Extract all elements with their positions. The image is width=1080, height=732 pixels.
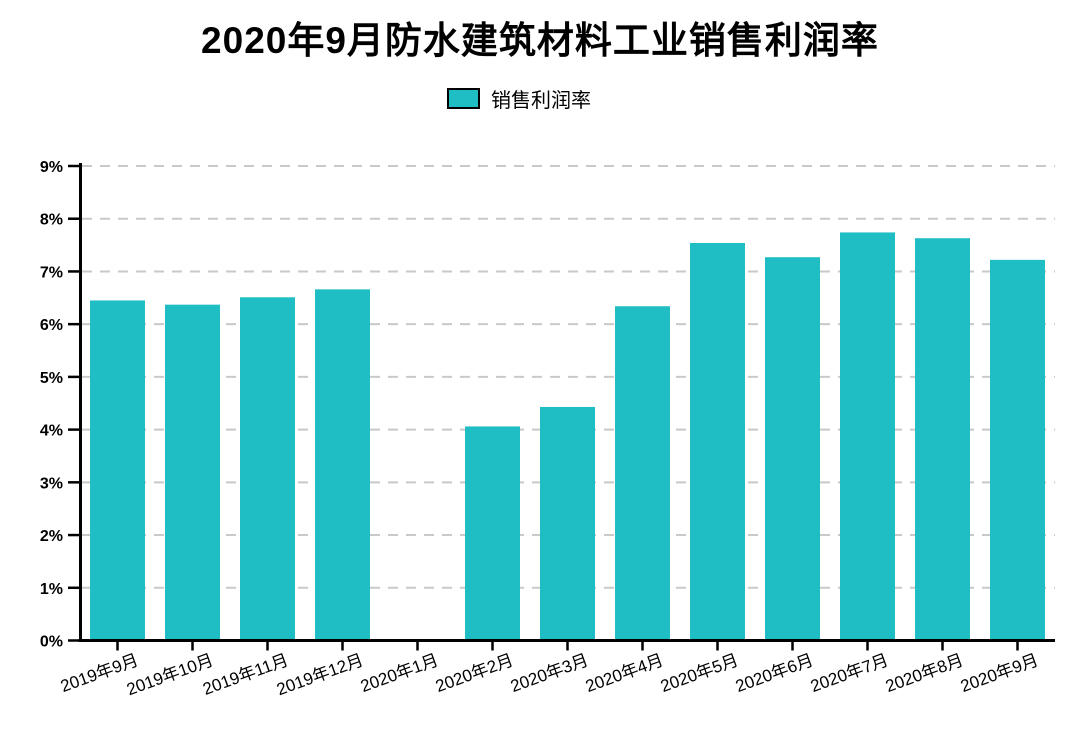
- y-tick-label-2%: 2%: [40, 528, 63, 545]
- y-tick-label-8%: 8%: [40, 212, 63, 229]
- x-tick-label-2020年3月: 2020年3月: [508, 650, 591, 696]
- legend: 销售利润率: [0, 84, 1059, 113]
- bar-2019年9月: [90, 300, 145, 641]
- bar-2020年4月: [615, 306, 670, 641]
- bar-2020年2月: [465, 426, 520, 641]
- bar-2020年9月: [990, 259, 1045, 641]
- bar-2019年10月: [165, 304, 220, 641]
- x-tick-label-2020年9月: 2020年9月: [958, 650, 1041, 696]
- y-tick-label-3%: 3%: [40, 475, 63, 492]
- y-tick-label-0%: 0%: [40, 634, 63, 651]
- y-tick-label-1%: 1%: [40, 581, 63, 598]
- bar-2020年5月: [690, 242, 745, 641]
- bar-2020年7月: [840, 232, 895, 641]
- bar-2020年6月: [765, 257, 820, 641]
- x-tick-label-2019年12月: 2019年12月: [274, 650, 366, 699]
- x-tick-label-2020年2月: 2020年2月: [433, 650, 516, 696]
- bar-2019年12月: [315, 289, 370, 641]
- y-tick-label-4%: 4%: [40, 423, 63, 440]
- x-tick-label-2020年6月: 2020年6月: [733, 650, 816, 696]
- x-tick-label-2020年5月: 2020年5月: [658, 650, 741, 696]
- x-tick-label-2019年10月: 2019年10月: [124, 650, 216, 699]
- y-tick-label-9%: 9%: [40, 159, 63, 176]
- bar-2019年11月: [240, 297, 295, 641]
- legend-swatch-icon: [447, 88, 480, 109]
- x-tick-label-2020年4月: 2020年4月: [583, 650, 666, 696]
- chart-title: 2020年9月防水建筑材料工业销售利润率: [201, 20, 879, 61]
- bar-2020年8月: [915, 238, 970, 641]
- y-tick-label-7%: 7%: [40, 264, 63, 281]
- x-tick-label-2020年7月: 2020年7月: [808, 650, 891, 696]
- bar-2020年3月: [540, 406, 595, 641]
- y-tick-label-5%: 5%: [40, 370, 63, 387]
- x-tick-label-2020年8月: 2020年8月: [883, 650, 966, 696]
- legend-label: 销售利润率: [491, 90, 591, 112]
- x-tick-label-2020年1月: 2020年1月: [358, 650, 441, 696]
- y-tick-label-6%: 6%: [40, 317, 63, 334]
